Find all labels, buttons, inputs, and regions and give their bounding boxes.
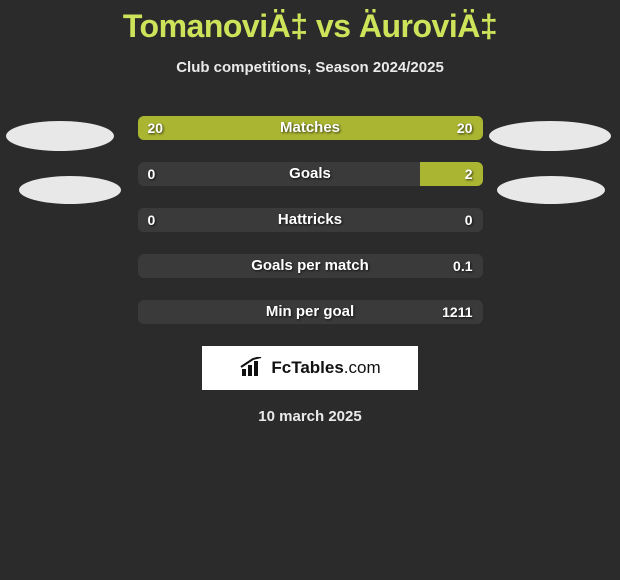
stat-value-right: 0 bbox=[465, 208, 473, 232]
page-title: TomanoviÄ‡ vs ÄuroviÄ‡ bbox=[0, 0, 620, 45]
stat-bars: Matches2020Goals02Hattricks00Goals per m… bbox=[138, 116, 483, 324]
logo-box[interactable]: FcTables.com bbox=[202, 346, 418, 390]
stat-row: Goals per match0.1 bbox=[138, 254, 483, 278]
page-subtitle: Club competitions, Season 2024/2025 bbox=[0, 59, 620, 76]
stat-value-left: 0 bbox=[148, 162, 156, 186]
decorative-ellipse bbox=[6, 121, 114, 151]
stat-row: Matches20 20 bbox=[138, 116, 483, 140]
stat-label: Matches bbox=[138, 116, 483, 140]
stat-row: Min per goal1211 bbox=[138, 300, 483, 324]
stat-label: Goals per match bbox=[138, 254, 483, 278]
stat-value-right: 2 bbox=[465, 162, 473, 186]
date-label: 10 march 2025 bbox=[0, 408, 620, 425]
stat-row: Hattricks0 0 bbox=[138, 208, 483, 232]
logo-chart-icon bbox=[239, 357, 265, 379]
stat-value-left: 0 bbox=[148, 208, 156, 232]
stat-value-right: 20 bbox=[457, 116, 473, 140]
stat-label: Hattricks bbox=[138, 208, 483, 232]
logo-text-bold: FcTables bbox=[271, 358, 343, 377]
stat-label: Goals bbox=[138, 162, 483, 186]
logo-text: FcTables.com bbox=[271, 358, 380, 378]
stat-value-left: 20 bbox=[148, 116, 164, 140]
stat-value-right: 0.1 bbox=[453, 254, 472, 278]
decorative-ellipse bbox=[497, 176, 605, 204]
decorative-ellipse bbox=[489, 121, 611, 151]
stat-value-right: 1211 bbox=[442, 300, 472, 324]
stat-label: Min per goal bbox=[138, 300, 483, 324]
stat-row: Goals0 2 bbox=[138, 162, 483, 186]
decorative-ellipse bbox=[19, 176, 121, 204]
logo-text-light: .com bbox=[344, 358, 381, 377]
